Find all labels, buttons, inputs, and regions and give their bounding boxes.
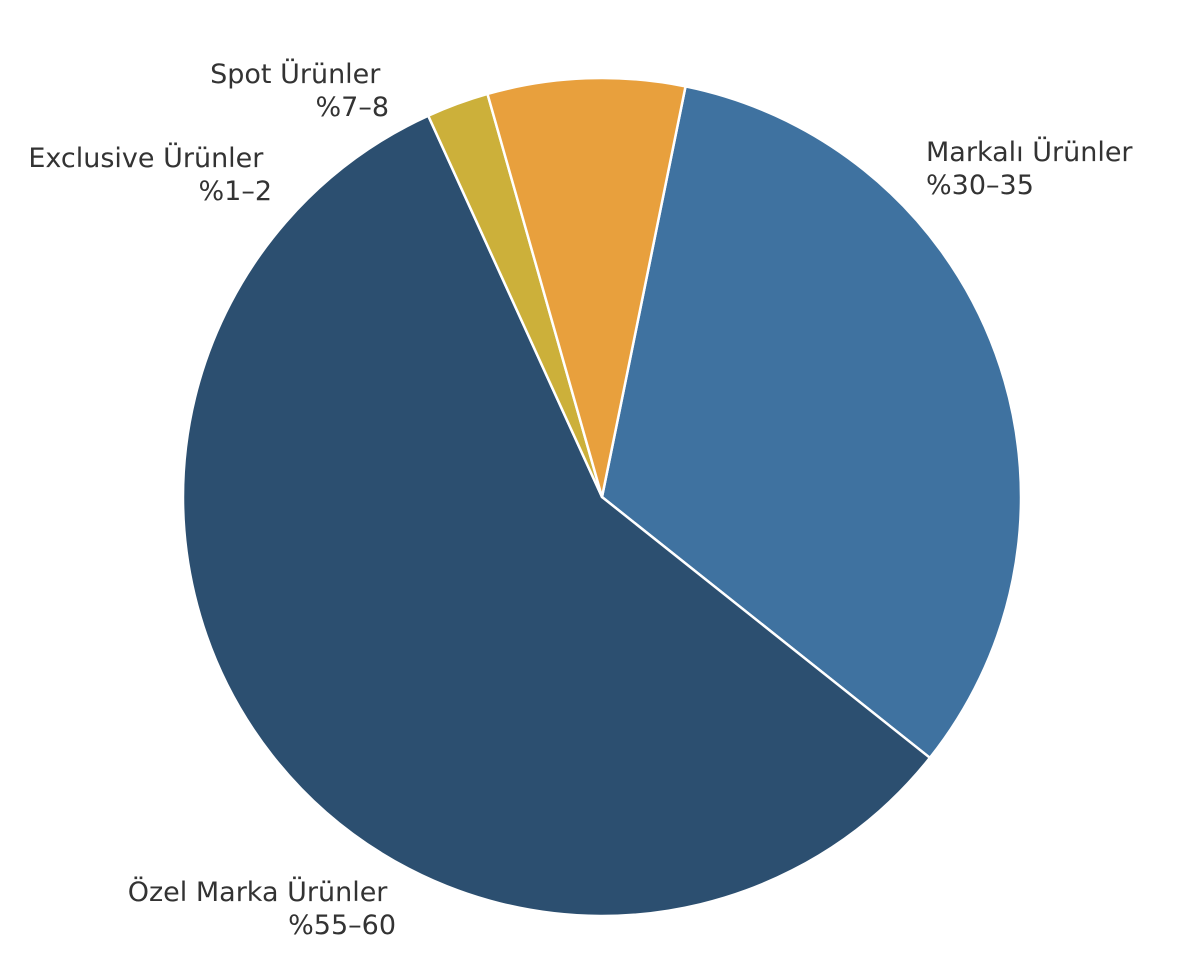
slice-label-spot-urunler: Spot Ürünler %7–8	[210, 58, 389, 123]
pie-slice-özel-marka-ürünler	[181, 114, 932, 918]
slice-label-range: %1–2	[198, 176, 272, 207]
slice-label-name: Exclusive Ürünler	[28, 142, 264, 174]
slice-label-name: Özel Marka Ürünler	[128, 876, 389, 908]
slice-label-name: Markalı Ürünler	[926, 136, 1133, 168]
slice-label-range: %30–35	[926, 170, 1034, 201]
pie-slices	[181, 76, 1023, 918]
pie-slice-markalı-ürünler	[600, 85, 1023, 760]
slice-label-ozel-marka-urunler: Özel Marka Ürünler %55–60	[128, 876, 396, 941]
slice-label-markali-urunler: Markalı Ürünler %30–35	[926, 136, 1141, 201]
slice-label-range: %7–8	[315, 92, 389, 123]
pie-slice-spot-ürünler	[486, 76, 687, 499]
slice-label-range: %55–60	[288, 910, 396, 941]
slice-label-exclusive-urunler: Exclusive Ürünler %1–2	[28, 142, 272, 207]
slice-label-name: Spot Ürünler	[210, 58, 381, 90]
